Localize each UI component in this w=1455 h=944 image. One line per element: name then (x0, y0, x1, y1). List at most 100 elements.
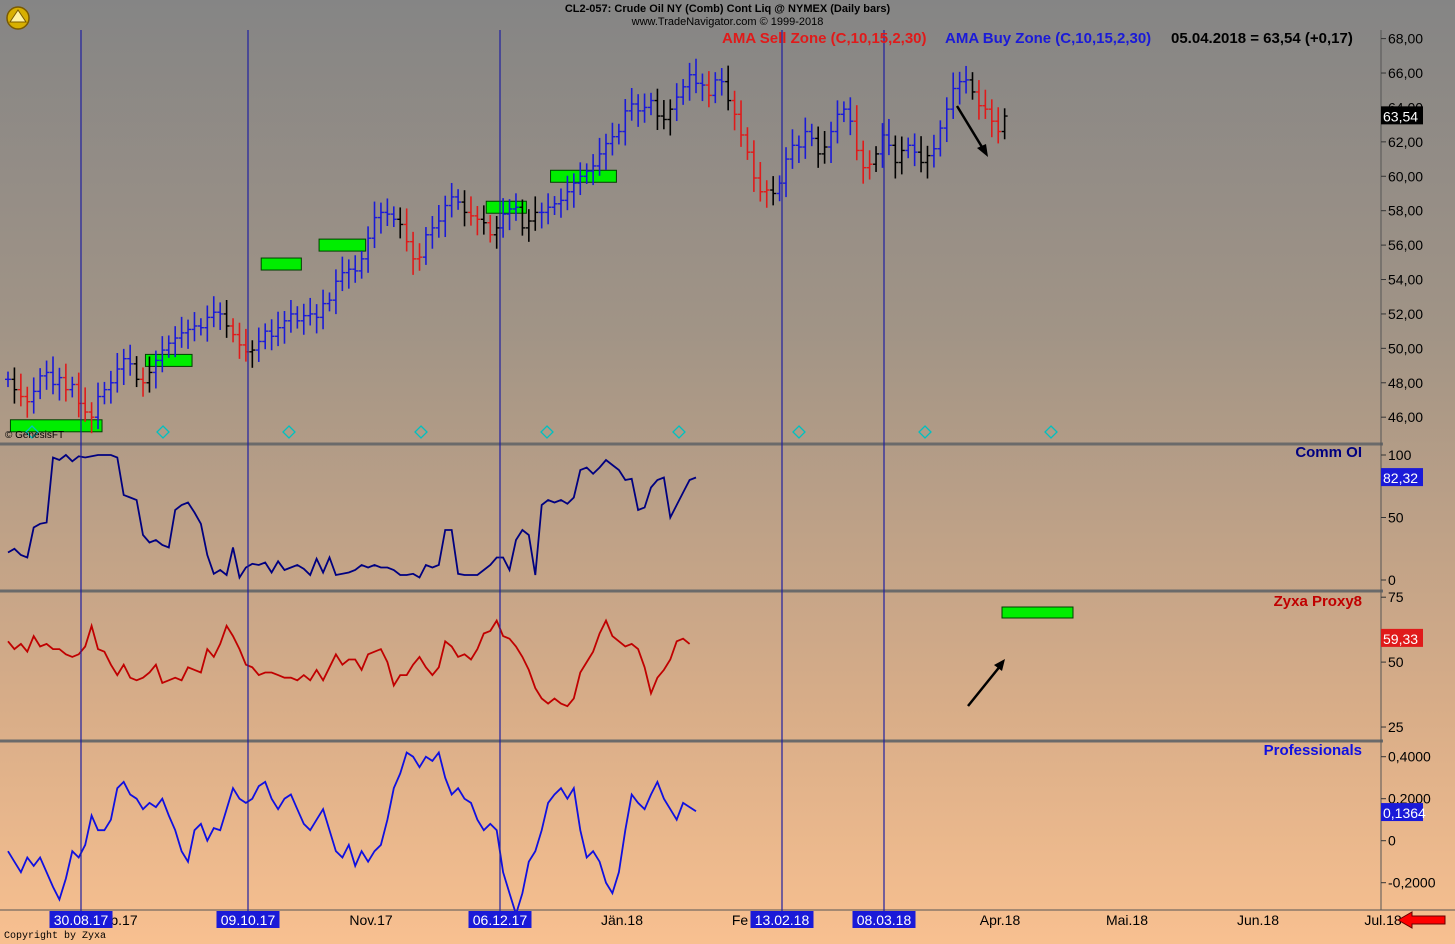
genesis-watermark: © GenesisFT (5, 430, 65, 441)
price-bar (538, 202, 545, 229)
cycle-marker (282, 425, 296, 439)
price-bar (197, 318, 204, 336)
y-tick-label: 62,00 (1388, 134, 1423, 150)
price-bar (352, 255, 359, 283)
price-bar (101, 381, 108, 405)
svg-text:0,1364: 0,1364 (1383, 805, 1426, 821)
price-bar (725, 65, 732, 111)
trend-arrow-head (977, 144, 988, 157)
price-bar (519, 199, 526, 236)
price-bar (718, 68, 725, 96)
cycle-date-label: 09.10.17 (216, 911, 280, 928)
price-bar (860, 140, 867, 184)
y-tick-label: 46,00 (1388, 409, 1423, 425)
price-bar (577, 162, 584, 196)
y-tick-label: 0,2000 (1388, 791, 1431, 807)
price-bar (429, 216, 436, 249)
price-bar (307, 297, 314, 326)
price-bar (56, 367, 63, 401)
x-tick-label: Mai.18 (1106, 912, 1148, 928)
x-tick-label: Jul.18 (1364, 912, 1402, 928)
y-tick-label: 48,00 (1388, 375, 1423, 391)
price-bar (828, 121, 835, 164)
price-bar (885, 118, 892, 156)
cycle-marker (540, 425, 554, 439)
price-bar (435, 205, 442, 238)
price-bar (847, 97, 854, 136)
price-bar (930, 134, 937, 168)
price-bar (294, 306, 301, 329)
price-bar (165, 335, 172, 358)
y-tick-label: 50 (1388, 654, 1404, 670)
price-bar (178, 316, 185, 348)
y-tick-label: -0,2000 (1388, 875, 1436, 891)
price-bar (680, 79, 687, 105)
buy-zone-box (9, 419, 103, 433)
price-bar (281, 311, 288, 344)
svg-text:13.02.18: 13.02.18 (755, 912, 810, 928)
price-bar (24, 386, 31, 418)
price-bar (416, 243, 423, 271)
cycle-date-label: 30.08.17 (49, 911, 113, 928)
y-tick-label: 50,00 (1388, 340, 1423, 356)
price-bar (532, 196, 539, 231)
price-bar (590, 154, 597, 186)
price-bar (88, 402, 95, 434)
price-bar (5, 371, 11, 388)
price-bar (982, 89, 989, 119)
scroll-right-arrow[interactable] (1396, 911, 1446, 929)
price-bar (802, 117, 809, 159)
price-bar (615, 123, 622, 145)
y-tick-label: 0 (1388, 572, 1396, 588)
price-bar (120, 348, 127, 386)
proxy-arrow-head (994, 659, 1005, 671)
price-bar (62, 363, 69, 402)
price-bar (757, 161, 764, 202)
price-bar (474, 206, 481, 236)
price-bar (808, 123, 815, 147)
proxy-target-zone (1001, 606, 1074, 619)
price-bar (975, 80, 982, 120)
app-logo-icon (6, 6, 30, 30)
proxy-title: Zyxa Proxy8 (1274, 593, 1362, 610)
price-bar (905, 137, 912, 159)
trend-arrow (955, 105, 987, 153)
proxy-last-value: 59,33 (1381, 628, 1423, 647)
price-bar (622, 99, 629, 146)
price-bar (127, 344, 134, 376)
price-bar (873, 146, 880, 172)
price-bar (570, 173, 577, 208)
price-bar (287, 299, 294, 333)
sell-zone-legend: AMA Sell Zone (C,10,15,2,30) (722, 30, 927, 47)
price-bar (635, 94, 642, 127)
price-bar (667, 99, 674, 136)
price-bar (152, 350, 159, 389)
price-bar (223, 299, 230, 338)
y-tick-label: 66,00 (1388, 65, 1423, 81)
price-bar (641, 93, 648, 123)
price-bar (853, 105, 860, 161)
x-tick-label: Apr.18 (980, 912, 1021, 928)
cycle-date-label: 13.02.18 (750, 911, 814, 928)
price-bar (705, 71, 712, 108)
price-bar (699, 73, 706, 102)
price-bar (795, 135, 802, 164)
price-bar (172, 326, 179, 358)
cycle-date-label: 08.03.18 (852, 911, 916, 928)
price-bar (339, 256, 346, 292)
price-bar (988, 99, 995, 138)
price-bar (506, 199, 513, 231)
comm-oi-line (7, 453, 697, 580)
price-bar (770, 176, 777, 206)
price-bar (1001, 108, 1008, 140)
price-bar (783, 147, 790, 198)
price-bar (500, 198, 507, 238)
y-tick-label: 58,00 (1388, 203, 1423, 219)
price-bar (365, 226, 372, 273)
price-bar (114, 353, 121, 393)
buy-zone-legend: AMA Buy Zone (C,10,15,2,30) (945, 30, 1152, 47)
cycle-marker (1044, 425, 1058, 439)
price-bar (821, 131, 828, 164)
price-bar (763, 180, 770, 208)
